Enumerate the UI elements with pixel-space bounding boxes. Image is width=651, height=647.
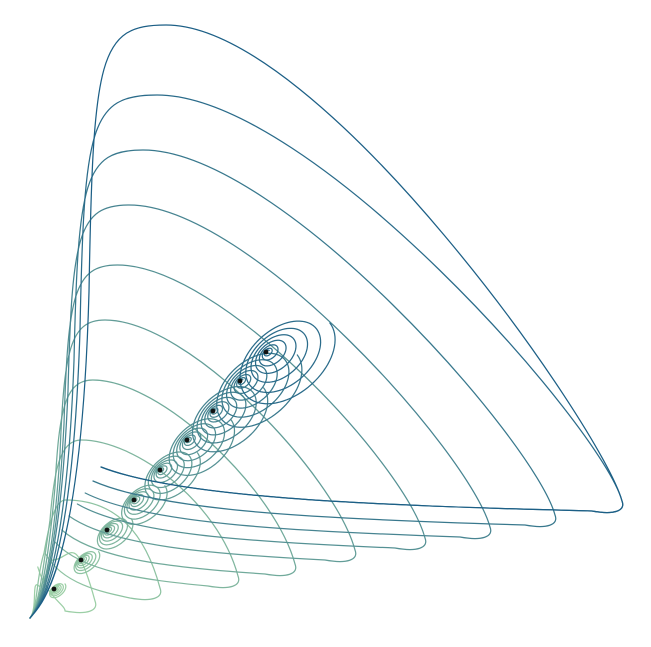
equilibrium-point — [210, 408, 216, 414]
trajectory-spiral — [191, 385, 269, 453]
equilibrium-point — [131, 497, 137, 503]
trajectory-loop — [29, 264, 427, 619]
trajectory-spiral — [216, 352, 303, 428]
equilibrium-point — [157, 467, 163, 473]
equilibrium-point — [104, 527, 110, 533]
trajectory-loop — [29, 379, 297, 619]
equilibrium-point — [78, 557, 84, 563]
trajectory-loop — [29, 24, 624, 619]
trajectory-loop — [29, 499, 162, 619]
trajectory-spiral — [168, 418, 236, 476]
equilibrium-point — [51, 586, 57, 592]
trajectory-loop — [29, 204, 492, 619]
equilibrium-point — [184, 437, 190, 443]
trajectory-spiral — [239, 320, 336, 405]
equilibrium-point — [263, 349, 269, 355]
equilibrium-points — [51, 349, 269, 592]
equilibrium-point — [237, 378, 243, 384]
trajectory-loop — [29, 552, 97, 619]
trajectory-loop — [29, 149, 557, 619]
trajectory-group — [29, 24, 624, 619]
